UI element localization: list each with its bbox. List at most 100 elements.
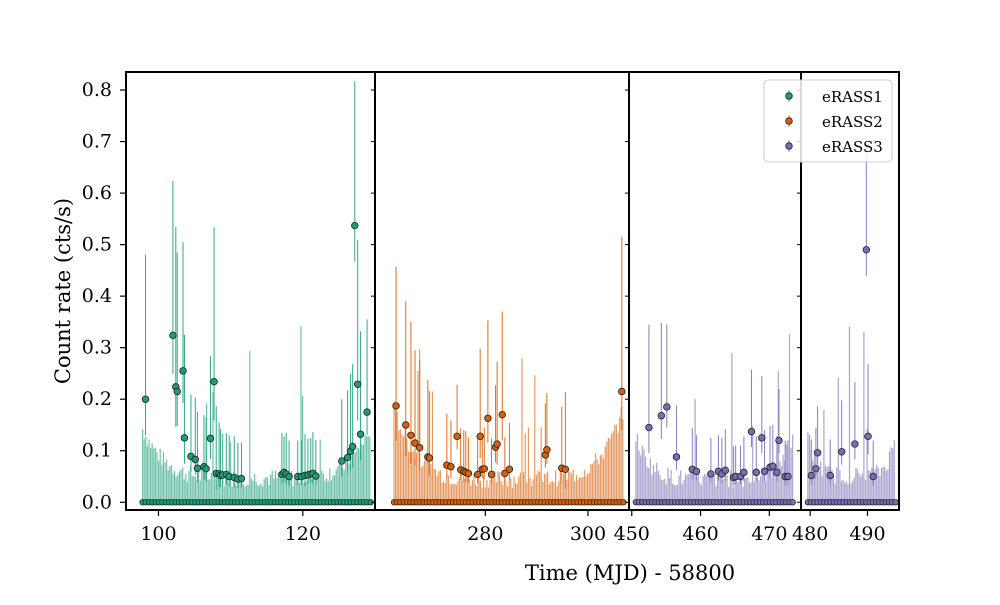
data-point	[752, 468, 760, 477]
plot-frames	[125, 71, 900, 511]
x-tick-label: 300	[570, 523, 606, 545]
legend-label-erass3: eRASS3	[822, 138, 883, 156]
data-points	[141, 221, 877, 483]
x-tick-label: 470	[751, 523, 787, 545]
data-point	[869, 472, 877, 481]
data-point	[837, 448, 846, 456]
x-tick-label: 480	[792, 523, 828, 545]
data-point	[769, 462, 777, 470]
data-point	[618, 387, 626, 396]
x-axis-label: Time (MJD) - 58800	[525, 561, 735, 585]
data-point	[657, 412, 666, 420]
data-point	[206, 434, 215, 443]
data-point	[402, 421, 410, 429]
data-point	[645, 423, 653, 432]
data-point	[338, 457, 346, 465]
data-point	[179, 367, 187, 375]
data-point	[411, 439, 419, 447]
data-point	[864, 432, 872, 441]
legend-marker-erass2	[785, 117, 793, 125]
data-point	[672, 453, 681, 461]
data-point	[453, 432, 461, 441]
data-point	[237, 474, 246, 483]
data-point	[169, 331, 177, 340]
y-axis-label: Count rate (cts/s)	[51, 198, 75, 384]
data-point	[473, 470, 482, 479]
panel-frame	[800, 71, 900, 511]
legend: eRASS1 eRASS2 eRASS3	[763, 79, 893, 163]
data-point	[415, 443, 424, 452]
data-point	[487, 470, 496, 479]
data-point	[348, 442, 357, 451]
data-point	[210, 377, 218, 386]
y-tick-label: 0.0	[82, 491, 112, 513]
data-point	[202, 465, 210, 473]
y-tick-label: 0.1	[82, 440, 112, 462]
error-bars	[144, 81, 874, 491]
axis-ticks: 100 120 280 300 450 460 470 480 490 0.0 0.1 0.2 0.3 0…	[82, 79, 886, 545]
zero-rate-point	[892, 499, 899, 506]
data-point	[775, 436, 783, 445]
data-point	[862, 246, 871, 254]
data-point	[784, 472, 792, 481]
upper-limit-bands	[142, 326, 895, 503]
y-tick-label: 0.5	[82, 234, 112, 256]
data-point	[363, 408, 371, 416]
legend-label-erass2: eRASS2	[822, 113, 883, 131]
legend-box	[763, 79, 893, 163]
x-tick-label: 280	[467, 523, 503, 545]
data-point	[505, 465, 514, 473]
data-point	[141, 395, 150, 403]
data-point	[312, 472, 320, 480]
data-point	[407, 431, 415, 439]
x-tick-label: 120	[285, 523, 321, 545]
y-tick-label: 0.7	[82, 131, 112, 153]
data-point	[747, 427, 756, 436]
data-point	[493, 440, 501, 448]
x-tick-label: 490	[849, 523, 885, 545]
data-point	[356, 430, 365, 438]
data-point	[758, 434, 766, 442]
y-tick-label: 0.3	[82, 337, 112, 359]
zero-rate-points	[139, 499, 899, 506]
data-point	[740, 468, 748, 477]
data-point	[543, 446, 551, 454]
data-point	[173, 387, 181, 396]
data-point	[480, 465, 488, 473]
data-point	[392, 402, 400, 410]
data-point	[343, 453, 352, 462]
x-tick-label: 450	[614, 523, 650, 545]
data-point	[807, 471, 816, 480]
legend-marker-erass3	[785, 142, 793, 150]
data-point	[193, 464, 202, 472]
zero-rate-point	[789, 499, 796, 506]
data-point	[425, 454, 434, 462]
data-point	[826, 471, 834, 480]
data-point	[180, 434, 189, 442]
data-point	[501, 469, 509, 478]
data-point	[721, 466, 730, 475]
data-point	[812, 465, 820, 473]
legend-marker-erass1	[785, 92, 793, 100]
data-point	[476, 432, 484, 441]
data-point	[351, 221, 359, 230]
data-point	[561, 465, 570, 473]
data-point	[813, 449, 822, 457]
data-point	[285, 472, 293, 481]
data-point	[851, 440, 859, 448]
x-tick-label: 460	[682, 523, 718, 545]
legend-label-erass1: eRASS1	[822, 88, 883, 106]
data-point	[191, 455, 199, 464]
y-tick-label: 0.8	[82, 79, 112, 101]
data-point	[447, 463, 455, 471]
y-tick-label: 0.2	[82, 388, 112, 410]
x-tick-label: 100	[140, 523, 176, 545]
data-point	[707, 470, 715, 478]
data-point	[663, 403, 671, 411]
data-point	[692, 467, 701, 476]
data-point	[484, 414, 492, 422]
data-point	[498, 410, 506, 419]
y-tick-label: 0.4	[82, 285, 112, 307]
